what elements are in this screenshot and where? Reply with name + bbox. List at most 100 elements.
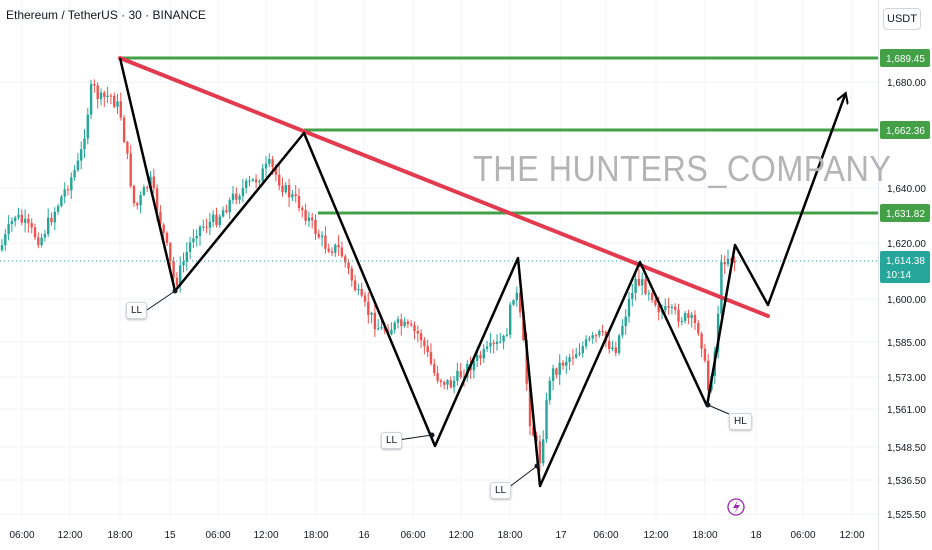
candle-body <box>723 262 726 265</box>
candle-body <box>179 265 182 286</box>
candle-body <box>370 312 373 315</box>
candle-body <box>716 313 720 352</box>
price-axis: 1,680.00 1,640.00 1,620.00 1,600.00 1,585.00… <box>880 49 930 521</box>
x-tick-label: 06:00 <box>9 530 34 541</box>
candle-body <box>43 234 47 238</box>
candle-body <box>317 234 320 238</box>
candle-body <box>492 342 495 345</box>
candle-body <box>136 203 139 206</box>
candle-body <box>357 289 360 291</box>
candle-body <box>680 320 683 322</box>
level-price-label: 1,689.45 <box>886 54 925 65</box>
candle-body <box>677 309 680 322</box>
candle-body <box>733 260 736 263</box>
x-tick-label: 18 <box>750 530 762 541</box>
candle-body <box>254 179 258 183</box>
x-tick-label: 12:00 <box>839 530 864 541</box>
lightning-icon[interactable] <box>727 498 745 516</box>
candle-body <box>482 348 485 359</box>
candle-body <box>518 292 522 313</box>
candle-body <box>360 289 363 296</box>
candle-body <box>634 278 637 293</box>
candle-body <box>291 194 294 198</box>
candle-body <box>320 235 324 238</box>
candle-body <box>198 226 202 237</box>
candle-body <box>159 211 162 225</box>
candle-body <box>4 234 7 246</box>
drawings <box>0 56 878 516</box>
candle-body <box>80 149 83 161</box>
candle-body <box>350 268 353 281</box>
candle-body <box>113 95 116 107</box>
candle-body <box>231 193 235 201</box>
candle-body <box>347 262 350 269</box>
candle-body <box>548 380 551 401</box>
y-tick-label: 1,600.00 <box>887 295 926 306</box>
candle-body <box>443 382 446 385</box>
candle-body <box>208 221 212 228</box>
label-ll-1: LL <box>126 302 148 319</box>
candle-body <box>63 189 66 197</box>
candle-body <box>555 368 558 375</box>
candle-body <box>119 101 122 118</box>
candle-body <box>598 330 601 336</box>
candle-body <box>20 214 23 223</box>
candle-body <box>129 153 132 186</box>
x-tick-label: 06:00 <box>790 530 815 541</box>
candle-body <box>657 304 660 313</box>
candle-body <box>182 261 185 266</box>
candle-body <box>245 180 248 188</box>
candle-body <box>436 373 439 381</box>
candle-body <box>419 333 423 341</box>
candle-body <box>33 227 37 238</box>
candle-body <box>258 181 261 183</box>
candle-body <box>575 354 578 358</box>
candle-body <box>377 328 380 330</box>
candle-body <box>631 292 634 299</box>
candle-body <box>14 217 17 221</box>
candle-body <box>294 194 297 196</box>
time-axis: 06:00 12:00 18:00 15 06:00 12:00 18:00 16 06:00 1… <box>9 530 864 541</box>
candle-body <box>116 101 119 107</box>
candle-body <box>353 280 357 291</box>
candle-body <box>525 340 528 384</box>
label-dot <box>534 463 540 469</box>
candle-body <box>7 224 10 235</box>
candle-body <box>380 326 383 329</box>
candle-body <box>512 300 515 305</box>
candle-body <box>278 174 281 186</box>
x-tick-label: 12:00 <box>448 530 473 541</box>
candle-body <box>687 313 690 319</box>
candle-body <box>373 312 377 330</box>
level-price-tag <box>880 49 930 67</box>
currency-button[interactable]: USDT <box>883 8 921 30</box>
candle-body <box>132 185 136 204</box>
candle-body <box>192 238 195 243</box>
candles <box>0 79 736 472</box>
candle-body <box>96 85 99 100</box>
label-pointer <box>507 465 538 489</box>
candle-body <box>413 325 416 332</box>
candle-body <box>499 341 502 343</box>
candle-body <box>139 195 142 206</box>
label-dot <box>429 432 435 438</box>
candle-body <box>340 247 344 257</box>
candle-body <box>578 353 581 355</box>
lightning-icon-bolt <box>733 500 740 514</box>
candle-body <box>410 323 413 326</box>
candle-body <box>66 189 70 191</box>
candle-body <box>551 368 555 381</box>
wave-path <box>118 57 845 488</box>
candle-body <box>627 298 631 317</box>
candle-body <box>591 335 594 339</box>
candle-body <box>426 346 429 353</box>
candle-body <box>324 235 327 249</box>
watermark: THE HUNTERS_COMPANY <box>473 148 892 189</box>
candle-body <box>23 218 27 223</box>
candle-body <box>311 217 314 221</box>
candle-body <box>690 314 693 319</box>
candle-body <box>476 354 479 361</box>
candle-body <box>30 223 33 228</box>
candle-body <box>611 347 614 349</box>
